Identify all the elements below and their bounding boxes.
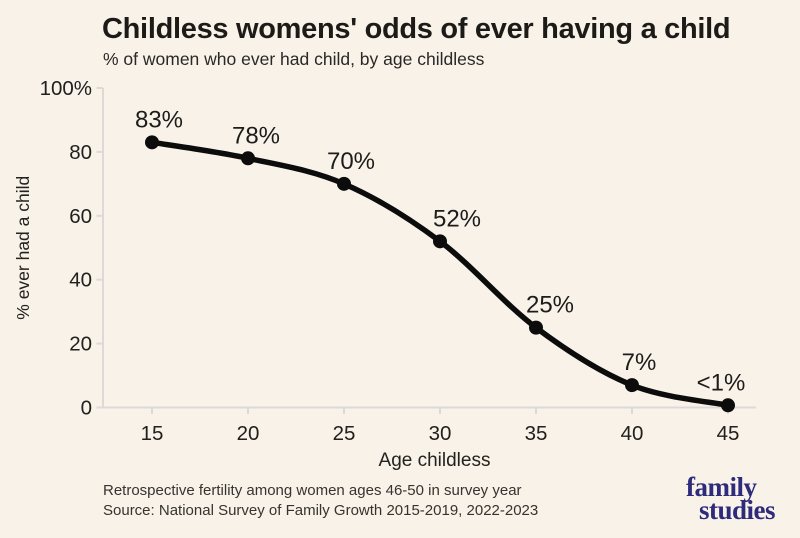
chart-title: Childless womens' odds of ever having a …: [102, 13, 731, 45]
footer-note: Retrospective fertility among women ages…: [103, 482, 522, 499]
x-axis-title: Age childless: [379, 450, 491, 471]
data-point: [145, 135, 159, 150]
data-point: [241, 151, 255, 166]
data-point-label: 78%: [232, 122, 280, 149]
footer: Retrospective fertility among women ages…: [103, 481, 538, 521]
logo-line1: family: [686, 472, 757, 502]
data-point: [337, 176, 351, 191]
y-tick-label: 40: [69, 269, 92, 292]
y-tick-label: 20: [69, 333, 92, 356]
chart-subtitle: % of women who ever had child, by age ch…: [103, 49, 485, 69]
y-tick-label: 0: [81, 397, 92, 420]
data-point-label: 52%: [433, 205, 481, 232]
data-point-label: 25%: [526, 292, 574, 319]
x-tick-label: 35: [525, 422, 548, 445]
x-tick-label: 15: [141, 422, 164, 445]
y-axis-title: % ever had a child: [13, 176, 33, 320]
y-tick-label: 80: [69, 141, 92, 164]
x-tick-label: 20: [237, 422, 260, 445]
footer-source: Source: National Survey of Family Growth…: [103, 502, 539, 519]
x-tick-label: 45: [717, 422, 740, 445]
data-point: [625, 378, 639, 393]
x-tick-label: 30: [429, 422, 452, 445]
data-point-label: <1%: [697, 369, 746, 396]
y-tick-label: 60: [69, 205, 92, 228]
data-point: [433, 234, 447, 249]
data-point-label: 7%: [622, 349, 657, 376]
logo-line2: studies: [699, 495, 776, 525]
data-point: [721, 398, 735, 413]
data-point-label: 83%: [135, 106, 183, 133]
data-point: [529, 320, 543, 335]
x-tick-label: 40: [621, 422, 644, 445]
x-tick-label: 25: [333, 422, 356, 445]
y-tick-label: 100%: [40, 77, 92, 100]
data-point-label: 70%: [327, 148, 375, 175]
family-studies-logo: family studies: [686, 472, 776, 525]
